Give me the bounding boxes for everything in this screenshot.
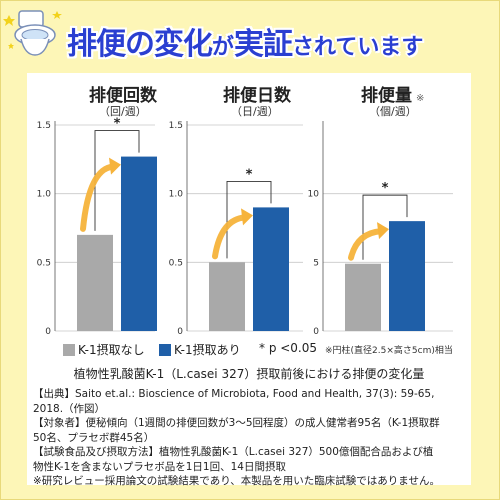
significance-bracket xyxy=(226,180,272,259)
toilet-icon xyxy=(3,10,62,56)
bar-k1 xyxy=(121,156,157,331)
increase-arrow xyxy=(80,163,116,232)
legend-item-control: K-1摂取なし xyxy=(63,341,145,358)
headline-part: されています xyxy=(292,35,424,60)
legend-swatch xyxy=(63,344,75,356)
y-tick-label: 5 xyxy=(313,258,319,268)
info-line: 【出典】Saito et.al.: Bioscience of Microbio… xyxy=(33,388,435,400)
info-line: 50名、プラセボ群45名） xyxy=(33,431,155,444)
legend-label: K-1摂取なし xyxy=(78,343,145,357)
significance-star: * xyxy=(382,181,389,196)
y-tick-label: 10 xyxy=(308,190,320,200)
headline-part: が xyxy=(212,35,235,60)
y-tick-label: 1.5 xyxy=(169,121,183,131)
header-banner: 排便の変化 が 実証 されています xyxy=(1,1,500,71)
chart-unit-frequency: （回/週） xyxy=(99,105,147,118)
y-tick-label: 0 xyxy=(313,327,319,337)
study-panel: 排便回数 （回/週） 排便日数 （日/週） 排便量 ※ （個/週） 0 0.5 1.0… xyxy=(27,73,473,487)
headline: 排便の変化 が 実証 されています xyxy=(67,19,423,62)
increase-arrow xyxy=(348,228,384,261)
y-tick-label: 0.5 xyxy=(37,258,51,268)
study-info: 【出典】Saito et.al.: Bioscience of Microbio… xyxy=(33,387,469,489)
y-tick-label: 1.0 xyxy=(169,190,184,200)
chart-note-mark: ※ xyxy=(416,93,425,104)
chart-legend: K-1摂取なし K-1摂取あり * p <0.05 ※円柱(直径2.5×高さ5c… xyxy=(63,341,473,359)
y-tick-label: 1.0 xyxy=(37,190,52,200)
bar-control xyxy=(345,263,381,331)
chart-title-text: 排便量 xyxy=(361,86,412,106)
info-line: 【対象者】便秘傾向（1週間の排便回数が3～5回程度）の成人健常者95名（K-1摂… xyxy=(33,417,440,429)
chart-title-frequency: 排便回数 xyxy=(89,86,157,106)
y-tick-label: 1.5 xyxy=(37,121,51,131)
increase-arrow-head xyxy=(241,208,253,226)
chart-unit-volume: （個/週） xyxy=(369,105,417,118)
chart-unit-days: （日/週） xyxy=(231,105,279,118)
chart-caption: 植物性乳酸菌K-1（L.casei 327）摂取前後における排便の変化量 xyxy=(73,367,425,381)
info-line: 物性K-1を含まないプラセボ品を1日1回、14日間摂取 xyxy=(33,460,286,473)
bar-control xyxy=(77,234,113,331)
legend-item-k1: K-1摂取あり xyxy=(159,341,241,358)
legend-swatch xyxy=(159,344,171,356)
legend-footnote: ※円柱(直径2.5×高さ5cm)相当 xyxy=(325,346,453,356)
legend-label: K-1摂取あり xyxy=(174,343,241,357)
chart-title-volume: 排便量 ※ xyxy=(361,81,424,106)
bar-charts: 0 0.5 1.0 1.5 * 0 0.5 1.0 1.5 * 0 5 10 * xyxy=(37,117,453,337)
increase-arrow-head xyxy=(109,157,121,175)
y-tick-label: 0 xyxy=(177,327,183,337)
significance-bracket xyxy=(362,194,408,260)
info-line: 2018.（作図） xyxy=(33,402,106,415)
headline-part: 実証 xyxy=(234,27,293,62)
significance-star: * xyxy=(114,117,121,132)
increase-arrow-head xyxy=(377,222,389,240)
bar-k1 xyxy=(389,221,425,331)
chart-title-days: 排便日数 xyxy=(223,86,291,106)
bar-control xyxy=(209,262,245,331)
bar-k1 xyxy=(253,207,289,331)
y-tick-label: 0 xyxy=(45,327,51,337)
headline-part: 排便の変化 xyxy=(67,27,213,62)
info-line: 【試験食品及び摂取方法】植物性乳酸菌K-1（L.casei 327）500億個配… xyxy=(33,446,434,458)
significance-star: * xyxy=(246,167,253,182)
info-line: ※研究レビュー採用論文の試験結果であり、本製品を用いた臨床試験ではありません。 xyxy=(33,475,440,487)
legend-significance: * p <0.05 xyxy=(259,341,318,355)
increase-arrow xyxy=(212,214,248,260)
y-tick-label: 0.5 xyxy=(169,258,183,268)
